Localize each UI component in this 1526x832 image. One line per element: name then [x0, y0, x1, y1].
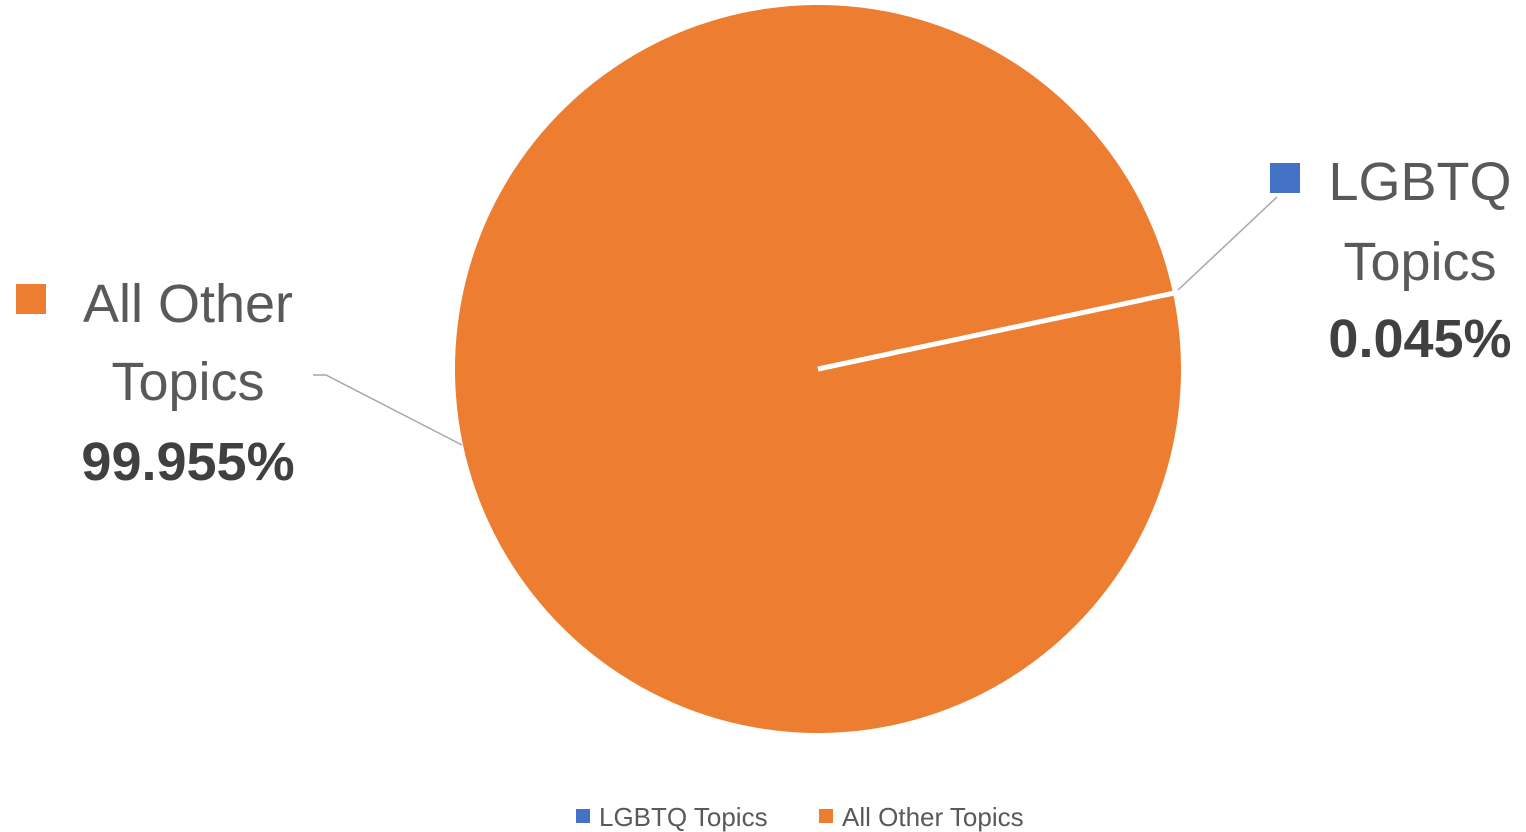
legend: LGBTQ Topics All Other Topics	[576, 802, 1024, 832]
callout-line-lgbtq	[1177, 196, 1278, 291]
data-label-lgbtq-swatch	[1270, 163, 1300, 193]
callout-line-other	[313, 374, 463, 446]
slice-separator	[817, 290, 1174, 372]
data-label-lgbtq-line1: LGBTQ	[1328, 152, 1511, 212]
data-label-other-swatch	[16, 284, 46, 314]
pie-slices	[454, 4, 1181, 733]
data-label-lgbtq-value: 0.045%	[1328, 309, 1511, 369]
legend-label-lgbtq: LGBTQ Topics	[599, 802, 768, 832]
data-label-lgbtq-line2: Topics	[1343, 232, 1496, 292]
data-label-other-line2: Topics	[111, 352, 264, 412]
data-label-other-line1: All Other	[83, 274, 293, 334]
legend-label-other: All Other Topics	[842, 802, 1024, 832]
data-label-other-value: 99.955%	[81, 432, 294, 492]
data-label-lgbtq: LGBTQ Topics 0.045%	[1270, 152, 1512, 369]
legend-swatch-other	[819, 809, 833, 823]
data-label-other: All Other Topics 99.955%	[16, 274, 295, 492]
legend-swatch-lgbtq	[576, 809, 590, 823]
